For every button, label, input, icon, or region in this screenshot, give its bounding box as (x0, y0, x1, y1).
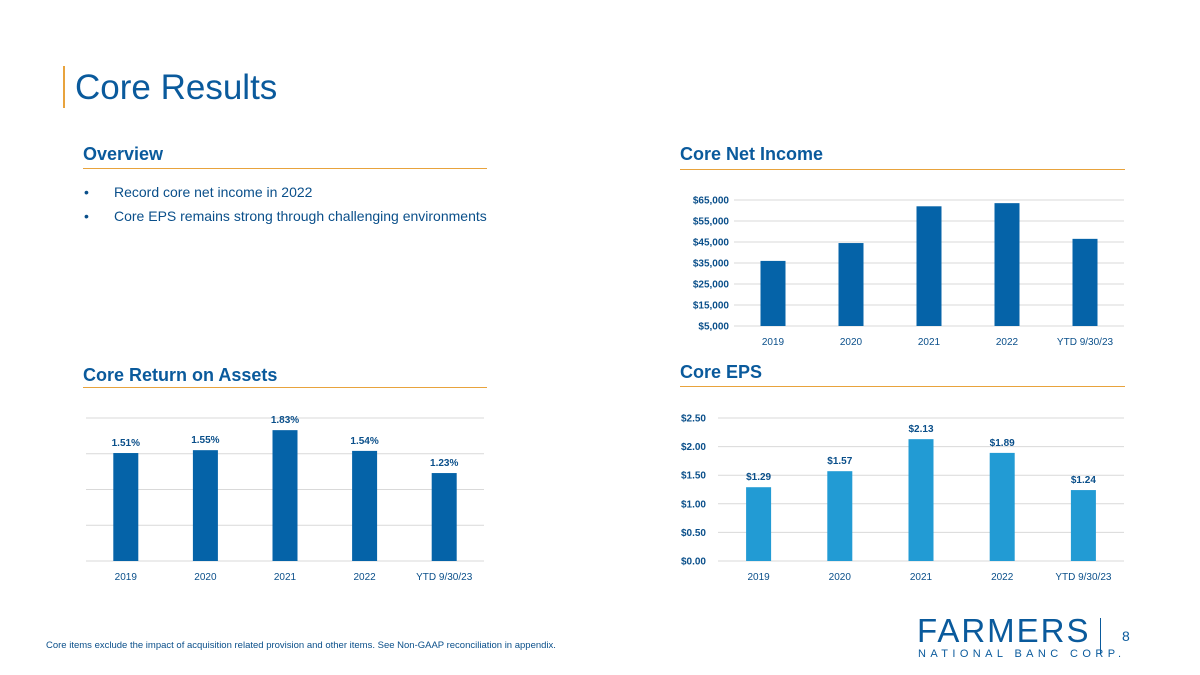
y-tick-label: $0.50 (681, 528, 706, 539)
logo-wordmark: FARMERS (917, 612, 1091, 649)
bar-2022 (352, 450, 378, 561)
y-tick-label: $2.00 (681, 442, 706, 453)
data-label: $1.57 (827, 456, 852, 467)
y-tick-label: $55,000 (693, 217, 730, 228)
logo-separator (1100, 618, 1101, 654)
footnote: Core items exclude the impact of acquisi… (46, 640, 556, 651)
bar-2019 (113, 453, 139, 561)
x-tick-label: 2020 (829, 572, 852, 583)
logo-subtitle: NATIONAL BANC CORP. (918, 648, 1126, 660)
bar-ytd-9-30-23 (431, 473, 457, 561)
data-label: $2.13 (908, 424, 933, 435)
x-tick-label: YTD 9/30/23 (1057, 337, 1114, 348)
x-tick-label: YTD 9/30/23 (1055, 572, 1112, 583)
x-tick-label: 2020 (194, 572, 217, 583)
y-tick-label: $15,000 (693, 301, 730, 312)
y-tick-label: $35,000 (693, 259, 730, 270)
y-tick-label: $1.00 (681, 499, 706, 510)
data-label: 1.51% (112, 438, 140, 449)
data-label: $1.24 (1071, 475, 1096, 486)
eps-rule (680, 386, 1125, 387)
y-tick-label: $1.50 (681, 471, 706, 482)
roa-heading: Core Return on Assets (83, 365, 278, 385)
x-tick-label: 2021 (910, 572, 933, 583)
bar-2019 (760, 260, 786, 326)
overview-bullet: Record core net income in 2022 (84, 180, 487, 204)
x-tick-label: 2020 (840, 337, 863, 348)
y-tick-label: $65,000 (693, 196, 730, 207)
x-tick-label: 2022 (991, 572, 1014, 583)
page-title: Core Results (75, 68, 278, 107)
eps-heading: Core EPS (680, 362, 763, 382)
x-tick-label: 2019 (747, 572, 770, 583)
y-tick-label: $25,000 (693, 280, 730, 291)
roa-rule (83, 387, 487, 388)
bar-2019 (746, 487, 772, 561)
bar-2021 (272, 430, 298, 561)
bar-2022 (989, 452, 1015, 561)
bar-2020 (827, 471, 853, 561)
net-income-heading: Core Net Income (680, 144, 824, 164)
title-accent-bar (63, 66, 65, 108)
x-tick-label: 2021 (918, 337, 941, 348)
y-tick-label: $2.50 (681, 414, 706, 425)
x-tick-label: YTD 9/30/23 (416, 572, 473, 583)
bar-2020 (192, 450, 218, 561)
data-label: $1.29 (746, 472, 771, 483)
data-label: 1.54% (350, 436, 378, 447)
bar-2021 (908, 439, 934, 561)
data-label: 1.55% (191, 435, 219, 446)
company-logo: FARMERS NATIONAL BANC CORP. (917, 612, 1121, 661)
net-income-rule (680, 169, 1125, 170)
overview-bullet: Core EPS remains strong through challeng… (84, 204, 487, 228)
bar-2021 (916, 206, 942, 326)
y-tick-label: $45,000 (693, 238, 730, 249)
data-label: 1.83% (271, 415, 299, 426)
y-tick-label: $0.00 (681, 557, 706, 568)
bar-ytd-9-30-23 (1070, 490, 1096, 561)
y-tick-label: $5,000 (698, 322, 729, 333)
x-tick-label: 2019 (115, 572, 138, 583)
x-tick-label: 2021 (274, 572, 297, 583)
bar-ytd-9-30-23 (1072, 238, 1098, 326)
overview-bullets: Record core net income in 2022 Core EPS … (84, 180, 487, 228)
x-tick-label: 2022 (996, 337, 1019, 348)
data-label: $1.89 (990, 438, 1015, 449)
data-label: 1.23% (430, 458, 458, 469)
page-number: 8 (1122, 628, 1130, 644)
overview-rule (83, 168, 487, 169)
bar-2022 (994, 203, 1020, 326)
overview-heading: Overview (83, 144, 164, 164)
x-tick-label: 2022 (353, 572, 376, 583)
bar-2020 (838, 243, 864, 326)
x-tick-label: 2019 (762, 337, 785, 348)
